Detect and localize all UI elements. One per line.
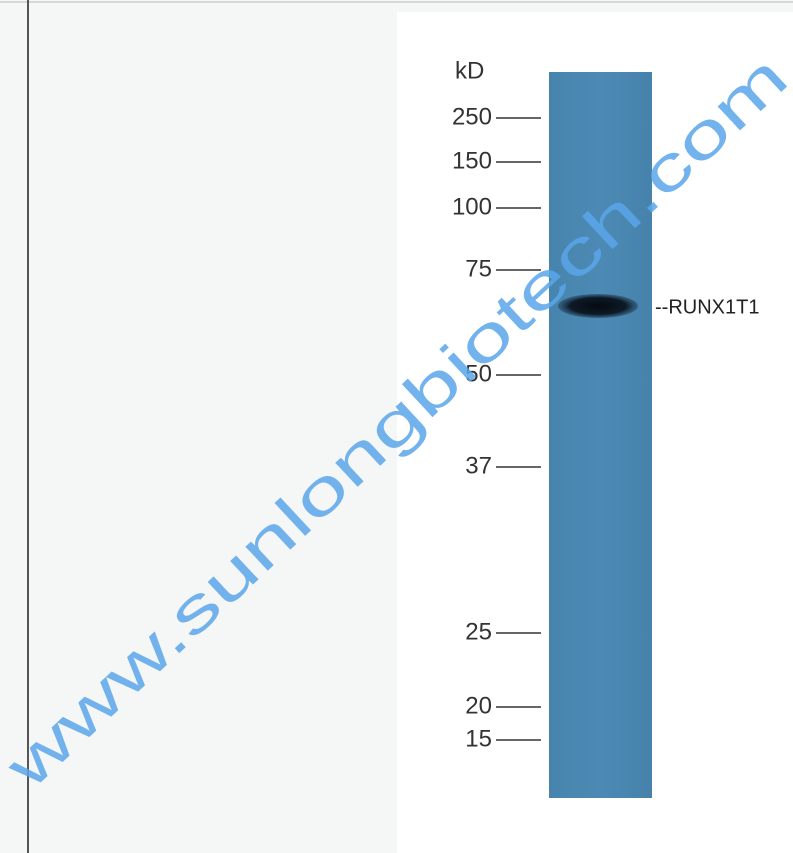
marker-label: 100: [452, 193, 492, 220]
marker-label: 150: [452, 147, 492, 174]
marker-label: 37: [465, 452, 492, 479]
blot-lane: [549, 72, 652, 798]
marker-ladder: kD 250 150 100 75 50 37 25 20 15: [452, 57, 541, 752]
marker-label: 50: [465, 360, 492, 387]
marker-label: 75: [465, 255, 492, 282]
protein-band: [558, 294, 638, 318]
marker-label: 15: [465, 725, 492, 752]
marker-label: 20: [465, 692, 492, 719]
unit-label: kD: [455, 57, 484, 84]
marker-label: 250: [452, 103, 492, 130]
band-label: --RUNX1T1: [655, 296, 759, 318]
marker-label: 25: [465, 618, 492, 645]
